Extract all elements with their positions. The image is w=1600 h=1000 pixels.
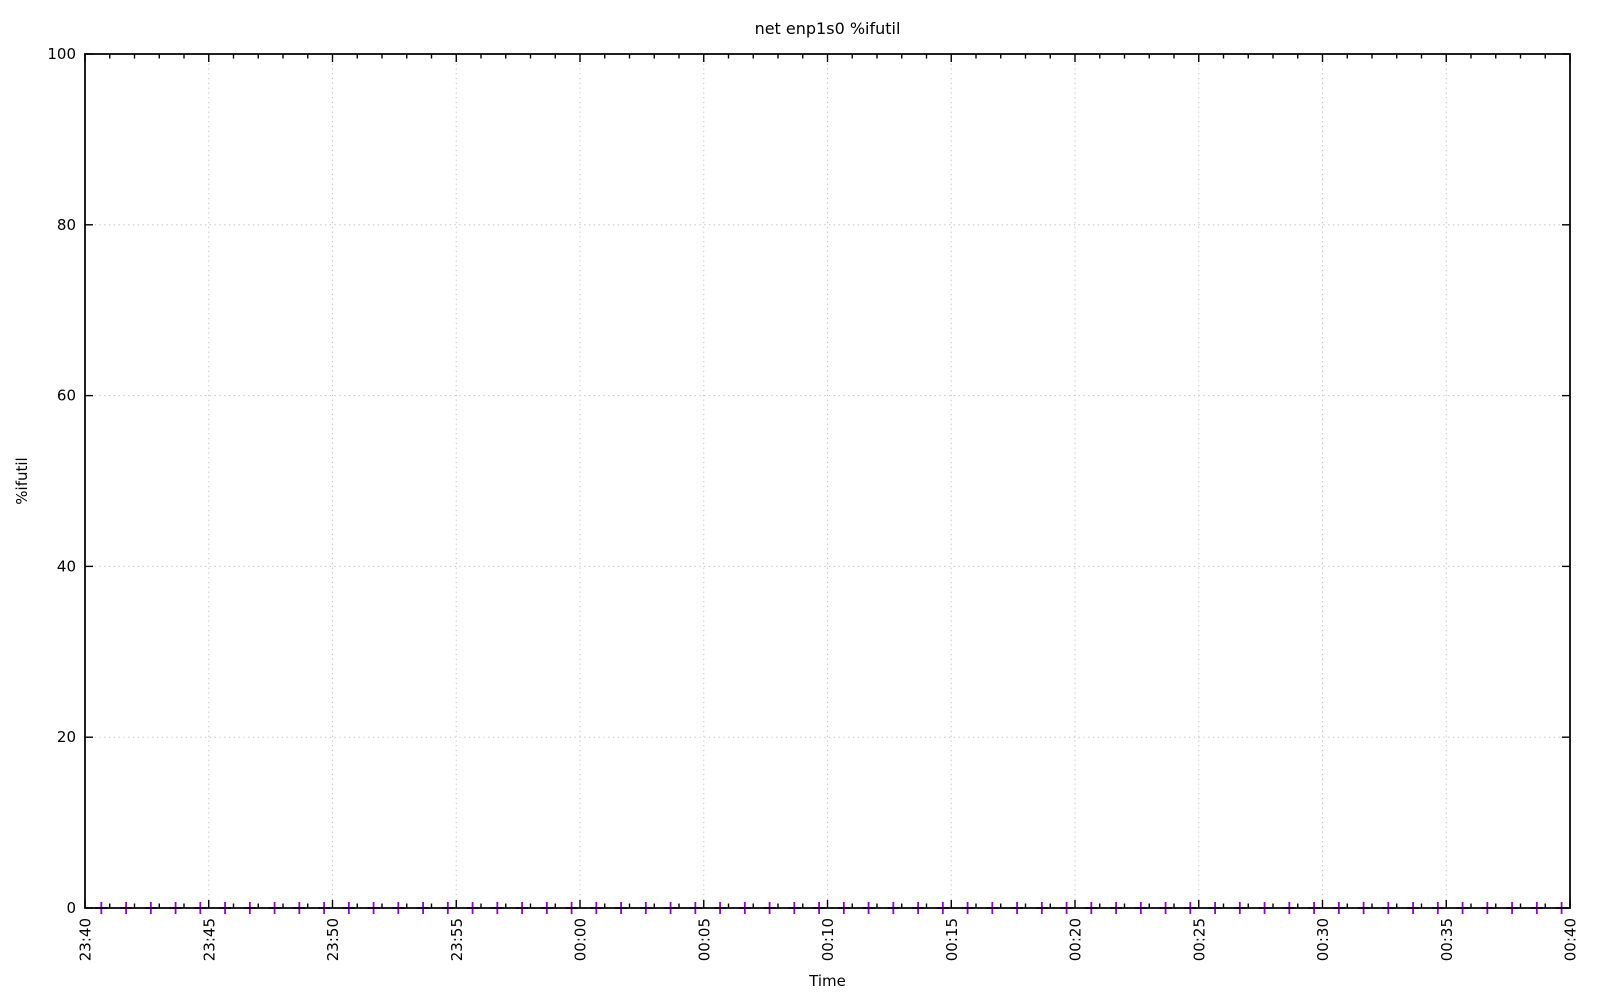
x-tick-label: 23:40 — [77, 918, 95, 961]
x-tick-label: 00:00 — [572, 918, 590, 961]
y-tick-label: 60 — [57, 387, 76, 405]
y-tick-label: 20 — [57, 728, 76, 746]
x-tick-label: 23:55 — [448, 918, 466, 961]
x-tick-label: 23:45 — [200, 918, 218, 961]
x-tick-label: 00:05 — [695, 918, 713, 961]
x-tick-label: 00:40 — [1562, 918, 1580, 961]
y-tick-label: 0 — [66, 899, 76, 917]
y-tick-label: 80 — [57, 216, 76, 234]
x-tick-label: 00:15 — [943, 918, 961, 961]
y-tick-label: 100 — [47, 45, 76, 63]
x-tick-label: 00:20 — [1067, 918, 1085, 961]
x-tick-label: 23:50 — [324, 918, 342, 961]
x-axis-label: Time — [809, 972, 846, 990]
x-tick-label: 00:10 — [819, 918, 837, 961]
x-tick-label: 00:35 — [1438, 918, 1456, 961]
chart-title: net enp1s0 %ifutil — [754, 19, 901, 38]
x-tick-label: 00:25 — [1190, 918, 1208, 961]
x-tick-label: 00:30 — [1314, 918, 1332, 961]
y-tick-label: 40 — [57, 557, 76, 575]
